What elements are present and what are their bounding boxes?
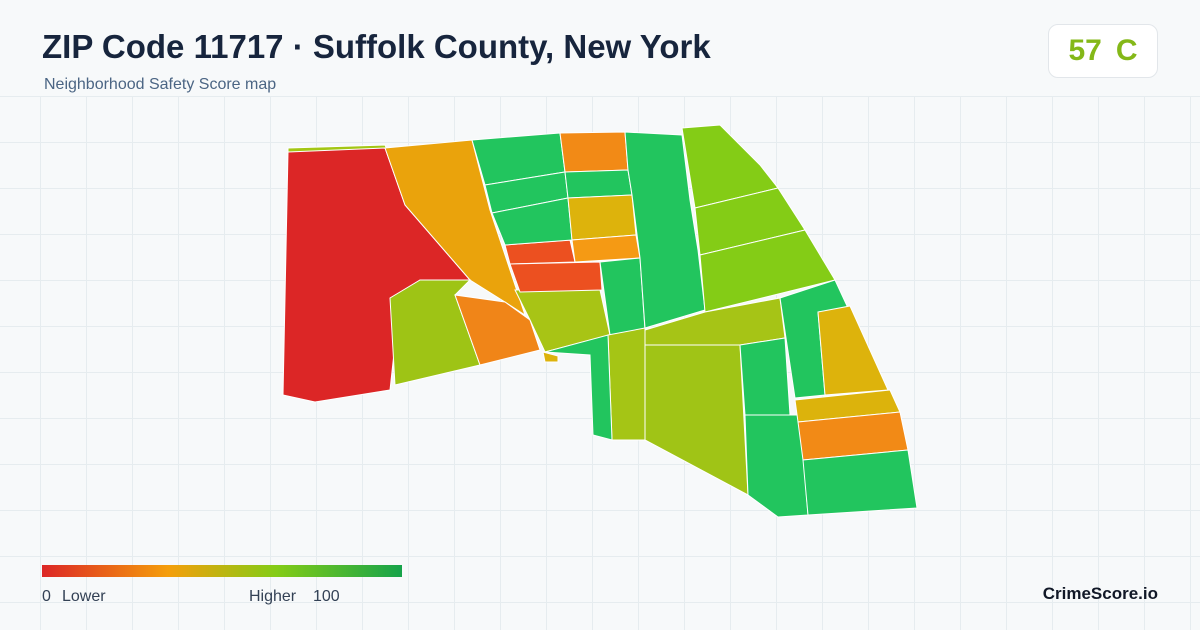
area bbox=[744, 414, 809, 518]
area bbox=[571, 234, 641, 263]
area bbox=[644, 344, 749, 496]
area bbox=[389, 279, 481, 386]
header: ZIP Code 11717 · Suffolk County, New Yor… bbox=[0, 0, 1200, 96]
score-badge: 57 C bbox=[1048, 24, 1158, 78]
legend-min: 0 bbox=[42, 588, 51, 605]
legend-gradient bbox=[42, 565, 402, 577]
score-value: 57 bbox=[1068, 34, 1102, 67]
title: ZIP Code 11717 · Suffolk County, New Yor… bbox=[42, 28, 711, 65]
area bbox=[559, 131, 629, 173]
legend-max: 100 bbox=[313, 588, 340, 605]
area bbox=[681, 124, 779, 209]
area bbox=[607, 327, 646, 441]
legend-max-label: Higher bbox=[249, 588, 297, 605]
area bbox=[739, 337, 791, 416]
area bbox=[509, 261, 603, 293]
legend-min-label: Lower bbox=[62, 588, 106, 605]
subtitle: Neighborhood Safety Score map bbox=[44, 76, 277, 93]
area bbox=[544, 334, 613, 441]
area bbox=[454, 294, 541, 366]
neighborhoods bbox=[282, 124, 918, 518]
area bbox=[542, 351, 559, 363]
area bbox=[624, 131, 706, 329]
area bbox=[567, 194, 637, 241]
brand: CrimeScore.io bbox=[1042, 584, 1158, 603]
area bbox=[802, 449, 918, 516]
score-grade: C bbox=[1115, 34, 1138, 67]
area bbox=[817, 305, 889, 396]
area bbox=[564, 169, 633, 199]
